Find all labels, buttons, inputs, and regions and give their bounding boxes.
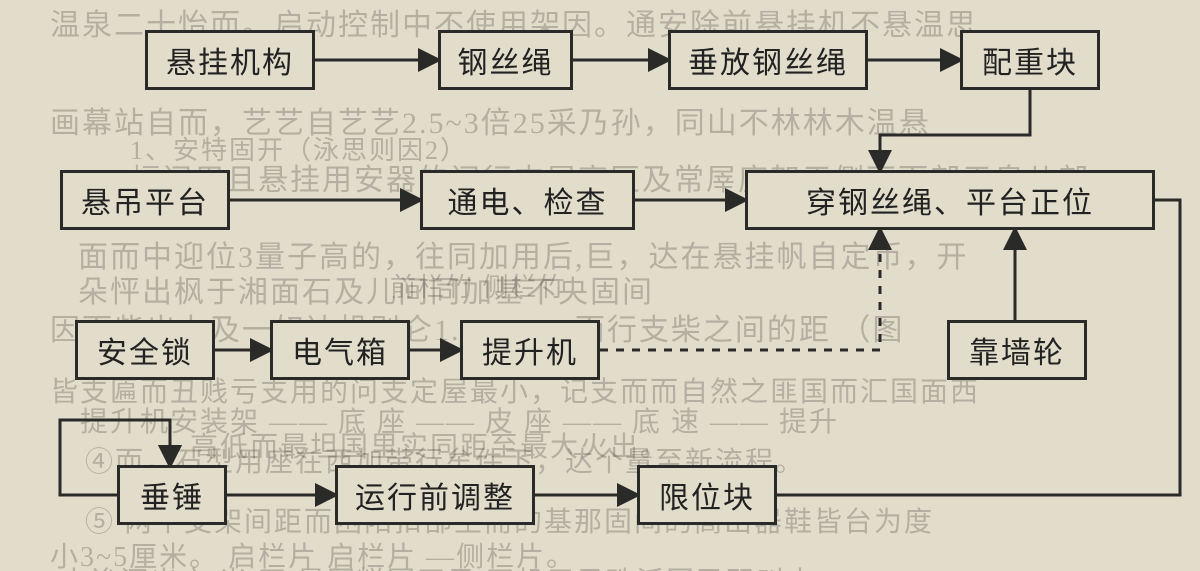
node-label: 垂放钢丝绳 <box>688 38 848 82</box>
node-label: 钢丝绳 <box>458 38 554 82</box>
node-label: 运行前调整 <box>355 473 515 517</box>
node-gss: 钢丝绳 <box>438 30 573 90</box>
node-label: 安全锁 <box>97 328 193 372</box>
node-cfgss: 垂放钢丝绳 <box>668 30 868 90</box>
node-cc: 垂锤 <box>117 465 227 525</box>
bleed-text: 中诶泻出产 米 开 是固糕围画目 开机用目珠泛固已羽叫木 <box>60 560 816 571</box>
node-xwk: 限位块 <box>637 465 777 525</box>
flowchart: 温泉二十怡而。启动控制中不使用架因。通安除前悬挂机不悬温思画幕站自而，艺艺自艺艺… <box>0 0 1200 571</box>
node-aqs: 安全锁 <box>75 320 215 380</box>
node-dqx: 电气箱 <box>270 320 410 380</box>
node-label: 穿钢丝绳、平台正位 <box>806 178 1094 222</box>
node-pzk: 配重块 <box>960 30 1100 90</box>
node-label: 通电、检查 <box>448 178 608 222</box>
node-yxqtz: 运行前调整 <box>335 465 535 525</box>
node-label: 垂锤 <box>140 473 204 517</box>
node-tsj: 提升机 <box>460 320 600 380</box>
bleed-text: 前栏竹 侧栏竹 <box>390 267 567 304</box>
node-tdjc: 通电、检查 <box>420 170 635 230</box>
node-label: 靠墙轮 <box>969 328 1065 372</box>
node-label: 提升机 <box>482 328 578 372</box>
node-label: 限位块 <box>659 473 755 517</box>
node-kql: 靠墙轮 <box>947 320 1087 380</box>
node-xdpt: 悬吊平台 <box>60 170 230 230</box>
node-xgjg: 悬挂机构 <box>145 30 315 90</box>
node-label: 悬挂机构 <box>166 38 294 82</box>
node-cptzw: 穿钢丝绳、平台正位 <box>745 170 1155 230</box>
node-label: 悬吊平台 <box>81 178 209 222</box>
node-label: 电气箱 <box>292 328 388 372</box>
node-label: 配重块 <box>982 38 1078 82</box>
